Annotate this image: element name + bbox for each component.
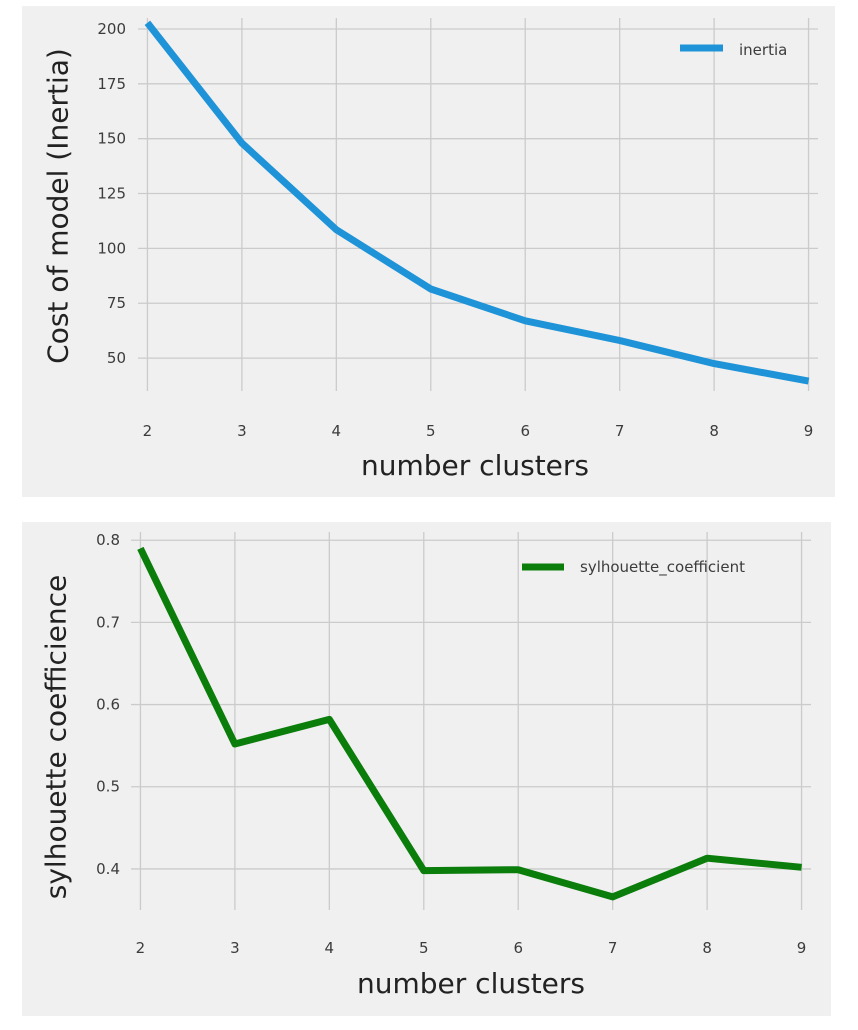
x-tick-label: 6 <box>520 422 530 440</box>
y-tick-label: 0.6 <box>96 696 120 714</box>
silhouette-chart: 2 3 4 5 6 7 8 9 0.4 0.5 0.6 0.7 0.8 sylhouette_coeffi… <box>22 522 831 1016</box>
x-tick-label: 9 <box>804 422 814 440</box>
x-tick-label: 9 <box>797 939 807 957</box>
y-tick-label: 0.7 <box>96 613 120 631</box>
legend-label: inertia <box>739 41 787 59</box>
y-tick-label: 0.5 <box>96 778 120 796</box>
x-tick-label: 8 <box>709 422 719 440</box>
y-tick-label: 125 <box>97 185 126 203</box>
y-tick-label: 0.4 <box>96 860 120 878</box>
x-tick-label: 5 <box>426 422 436 440</box>
legend-label: sylhouette_coefficient <box>580 558 745 577</box>
x-tick-label: 7 <box>615 422 625 440</box>
y-tick-label: 175 <box>97 75 126 93</box>
y-axis-title: sylhouette coefficience <box>40 575 73 899</box>
y-tick-label: 0.8 <box>96 531 120 549</box>
grid <box>138 18 818 391</box>
x-tick-label: 8 <box>702 939 712 957</box>
y-axis-title: Cost of model (Inertia) <box>42 48 75 364</box>
x-axis-title: number clusters <box>357 967 585 1000</box>
y-tick-label: 150 <box>97 130 126 148</box>
series-line-inertia <box>144 20 810 385</box>
x-tick-label: 2 <box>143 422 153 440</box>
y-tick-label: 100 <box>97 239 126 257</box>
x-tick-label: 3 <box>237 422 247 440</box>
y-tick-label: 75 <box>107 294 126 312</box>
x-axis-title: number clusters <box>361 449 589 482</box>
x-tick-label: 3 <box>230 939 240 957</box>
x-tick-label: 4 <box>325 939 335 957</box>
x-tick-label: 2 <box>136 939 146 957</box>
x-tick-label: 5 <box>419 939 429 957</box>
silhouette-chart-svg: 2 3 4 5 6 7 8 9 0.4 0.5 0.6 0.7 0.8 sylhouette_coeffi… <box>40 531 811 1000</box>
grid <box>131 532 811 910</box>
inertia-chart-svg: 2 3 4 5 6 7 8 9 50 75 100 125 150 175 200 inertia number… <box>42 18 818 482</box>
x-tick-label: 4 <box>332 422 342 440</box>
y-tick-label: 50 <box>107 349 126 367</box>
series-line-sylhouette_coefficient <box>137 546 802 901</box>
inertia-chart: 2 3 4 5 6 7 8 9 50 75 100 125 150 175 200 inertia number… <box>22 6 835 497</box>
x-tick-label: 6 <box>513 939 523 957</box>
x-tick-label: 7 <box>608 939 618 957</box>
y-tick-label: 200 <box>97 20 126 38</box>
